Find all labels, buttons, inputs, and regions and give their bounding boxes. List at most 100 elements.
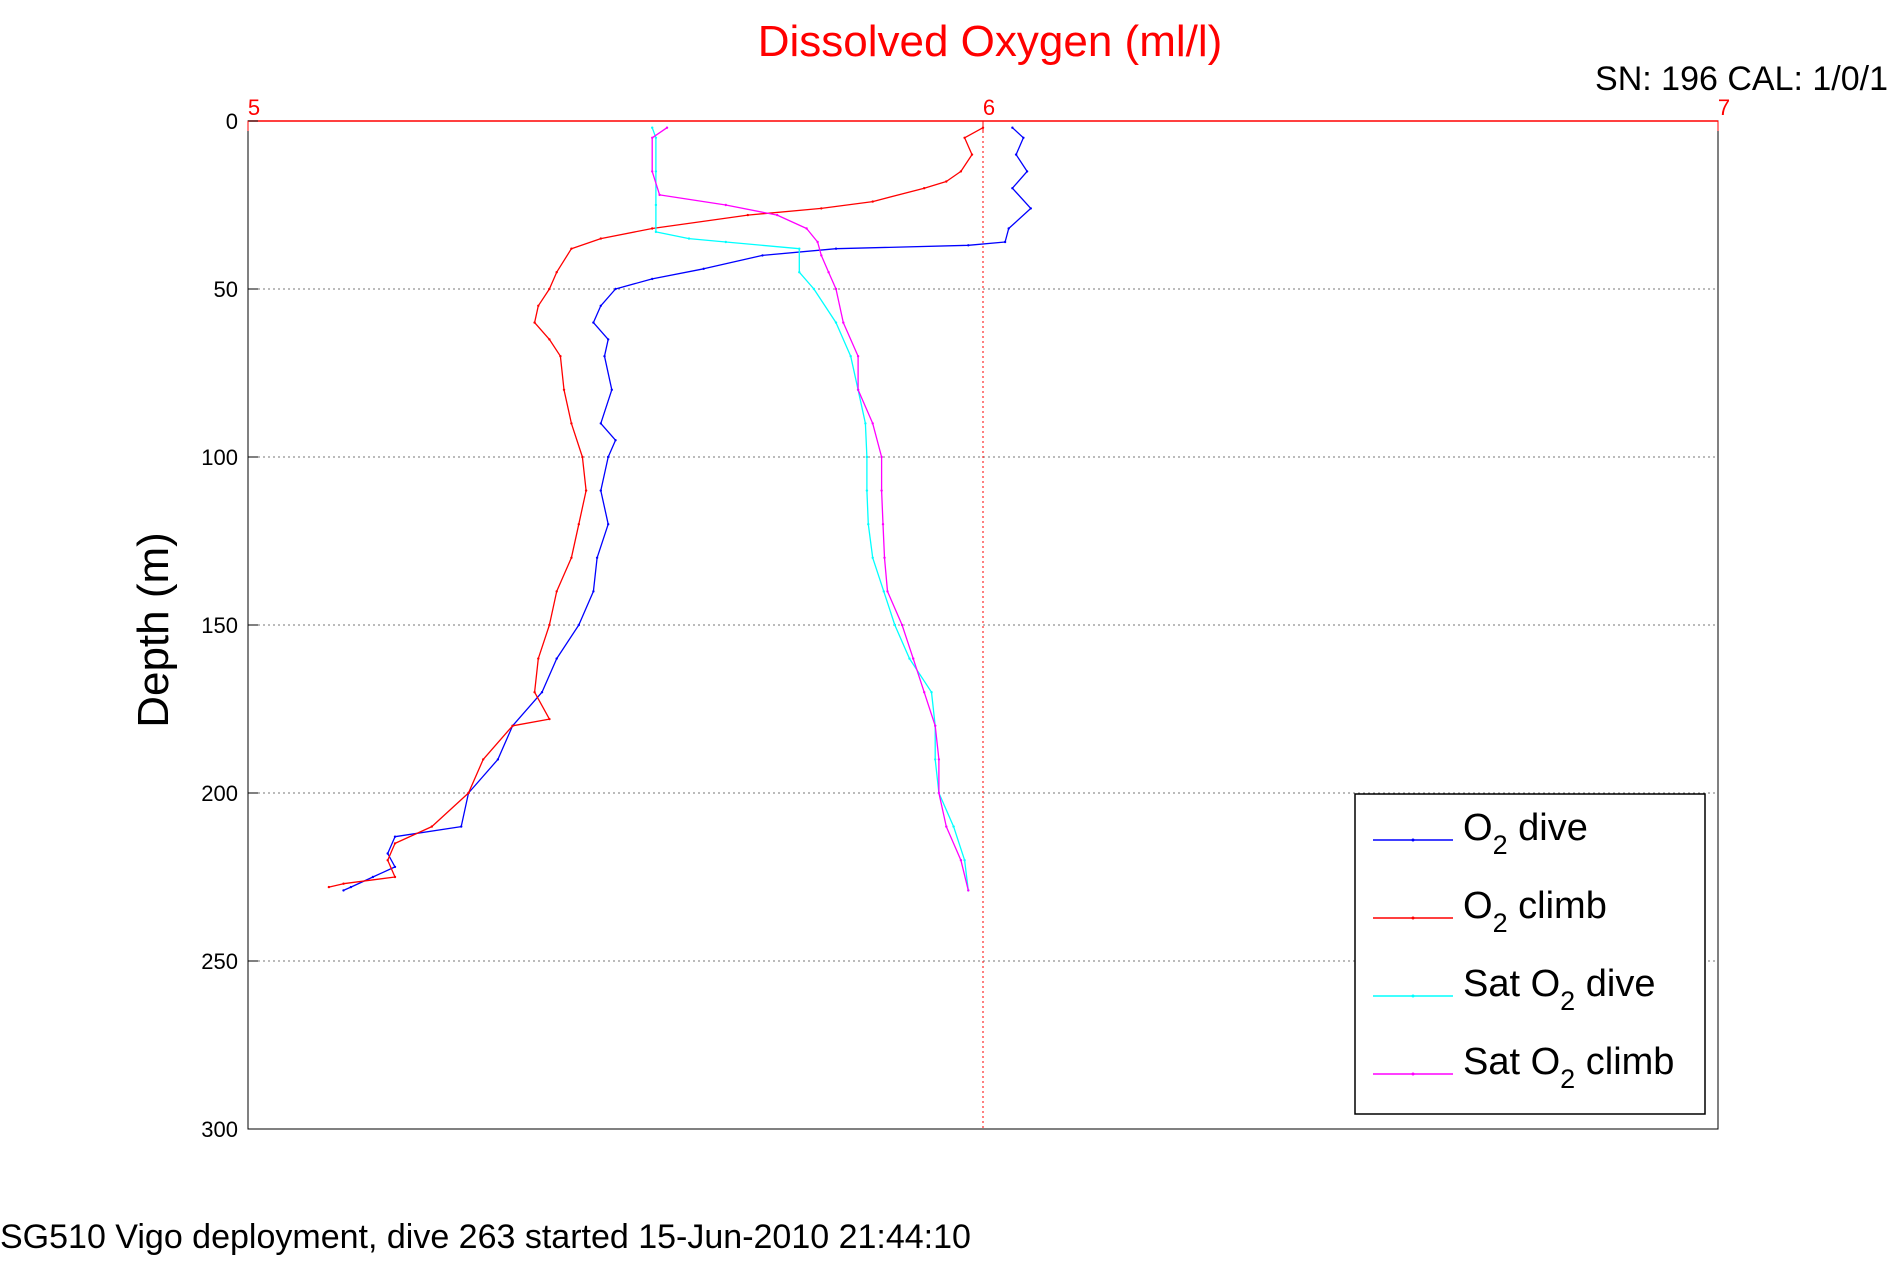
data-point <box>496 758 500 761</box>
data-point <box>864 422 867 425</box>
legend-marker <box>1411 916 1415 920</box>
data-point <box>959 170 963 173</box>
legend-label-1: O2 dive <box>1463 807 1588 860</box>
data-point <box>871 556 874 559</box>
data-point <box>883 556 886 559</box>
x-tick-label: 5 <box>248 95 260 120</box>
data-point <box>1025 170 1029 173</box>
data-point <box>724 240 727 244</box>
data-point <box>937 791 941 795</box>
legend-label-3: Sat O2 dive <box>1463 963 1655 1016</box>
data-point <box>934 724 937 727</box>
data-point <box>724 203 727 207</box>
data-point <box>349 885 353 889</box>
series-layer <box>327 126 1033 892</box>
sensor-calibration-label: SN: 196 CAL: 1/0/1 <box>1595 60 1888 98</box>
data-point <box>511 724 514 727</box>
data-point <box>930 691 933 694</box>
data-point <box>959 859 963 862</box>
data-point <box>533 691 536 694</box>
data-point <box>540 691 544 694</box>
data-point <box>945 180 948 183</box>
data-point <box>967 889 970 892</box>
data-point <box>533 321 536 324</box>
data-point <box>881 523 885 526</box>
data-point <box>937 758 941 761</box>
data-point <box>599 422 602 425</box>
data-point <box>537 304 540 307</box>
footer-caption: SG510 Vigo deployment, dive 263 started … <box>0 1218 971 1256</box>
data-point <box>820 207 823 210</box>
axis-ticks: 0 50 100 150 200 250 300 5 6 7 <box>201 95 1730 1142</box>
legend-label-4: Sat O2 climb <box>1463 1041 1674 1094</box>
legend-label-subscript: 2 <box>1493 908 1508 938</box>
data-point <box>1011 187 1014 190</box>
data-point <box>342 882 345 885</box>
data-point <box>805 227 808 230</box>
data-point <box>371 875 375 879</box>
data-point <box>555 657 558 660</box>
data-point <box>393 875 397 879</box>
data-point <box>393 835 397 838</box>
data-point <box>651 170 654 173</box>
data-point <box>912 657 915 660</box>
data-point <box>880 455 883 459</box>
data-point <box>603 355 606 358</box>
data-point <box>1007 227 1010 230</box>
data-point <box>886 590 889 593</box>
data-point <box>1022 136 1025 139</box>
data-point <box>570 422 573 425</box>
data-point <box>865 455 869 459</box>
data-point <box>614 287 617 291</box>
legend-label-prefix: O <box>1463 807 1493 849</box>
data-point <box>665 126 669 129</box>
data-point <box>761 254 764 257</box>
y-tick-label: 200 <box>201 781 238 806</box>
data-point <box>581 455 584 459</box>
y-tick-label: 50 <box>214 277 238 302</box>
data-point <box>555 271 558 274</box>
y-tick-label: 250 <box>201 949 238 974</box>
series-line-2 <box>328 127 984 888</box>
y-tick-label: 150 <box>201 613 238 638</box>
data-point <box>820 254 823 257</box>
data-point <box>1014 153 1018 156</box>
data-point <box>923 691 926 694</box>
data-point <box>849 355 852 358</box>
data-point <box>548 287 551 291</box>
data-point <box>467 791 470 795</box>
data-point <box>482 758 485 761</box>
data-point <box>658 193 661 197</box>
data-point <box>923 187 926 190</box>
data-point <box>654 170 658 173</box>
data-point <box>548 338 551 341</box>
data-point <box>893 623 896 627</box>
data-point <box>871 200 874 203</box>
data-point <box>577 623 580 627</box>
data-point <box>1029 207 1033 210</box>
data-point <box>537 657 540 660</box>
data-point <box>651 126 654 129</box>
legend-label-prefix: Sat O <box>1463 1041 1560 1083</box>
data-point <box>812 287 816 291</box>
data-point <box>607 338 610 341</box>
legend-label-subscript: 2 <box>1493 830 1508 860</box>
data-point <box>651 136 654 139</box>
data-point <box>393 842 397 845</box>
data-point <box>834 321 838 324</box>
y-tick-label: 0 <box>226 109 238 134</box>
series-line-4 <box>651 127 969 891</box>
data-point <box>945 825 948 828</box>
data-point <box>882 590 885 593</box>
data-point <box>393 865 397 869</box>
data-point <box>599 237 602 240</box>
data-point <box>981 126 985 129</box>
legend-label-prefix: O <box>1463 885 1493 927</box>
data-point <box>614 439 617 442</box>
data-point <box>559 355 562 358</box>
data-point <box>610 388 613 391</box>
y-tick-label: 100 <box>201 445 238 470</box>
data-point <box>880 489 883 492</box>
data-point <box>952 825 955 828</box>
